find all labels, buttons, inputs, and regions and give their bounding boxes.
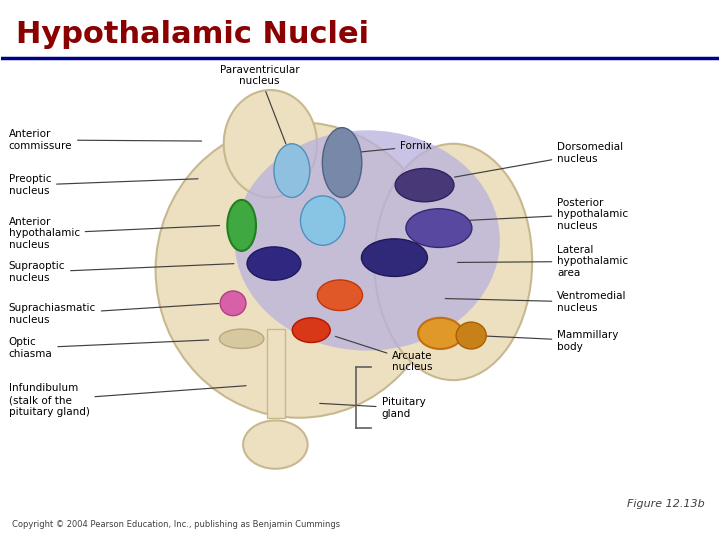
Text: Anterior
commissure: Anterior commissure [9,129,202,151]
Text: Paraventricular
nucleus: Paraventricular nucleus [220,65,300,144]
Ellipse shape [220,291,246,316]
Ellipse shape [300,196,345,245]
Ellipse shape [292,318,330,342]
Ellipse shape [156,122,443,418]
Ellipse shape [456,322,486,349]
Text: Hypothalamic Nuclei: Hypothalamic Nuclei [16,20,369,49]
Text: Mammillary
body: Mammillary body [477,330,618,352]
Text: Dorsomedial
nucleus: Dorsomedial nucleus [454,142,624,177]
Ellipse shape [235,130,500,350]
Text: Copyright © 2004 Pearson Education, Inc., publishing as Benjamin Cummings: Copyright © 2004 Pearson Education, Inc.… [12,520,341,529]
Text: Posterior
hypothalamic
nucleus: Posterior hypothalamic nucleus [467,198,629,231]
Ellipse shape [406,209,472,247]
Text: Suprachiasmatic
nucleus: Suprachiasmatic nucleus [9,303,219,325]
Ellipse shape [323,127,361,198]
Ellipse shape [220,329,264,348]
Ellipse shape [374,144,532,380]
Text: Preoptic
nucleus: Preoptic nucleus [9,174,198,196]
Ellipse shape [243,421,307,469]
Text: Figure 12.13b: Figure 12.13b [626,499,704,509]
Text: Infundibulum
(stalk of the
pituitary gland): Infundibulum (stalk of the pituitary gla… [9,383,246,416]
Text: Optic
chiasma: Optic chiasma [9,337,209,359]
Polygon shape [267,329,284,418]
Ellipse shape [228,200,256,251]
Text: Pituitary
gland: Pituitary gland [320,397,426,419]
Ellipse shape [361,239,428,276]
Ellipse shape [318,280,362,310]
Ellipse shape [224,90,317,198]
Text: Fornix: Fornix [354,141,432,153]
Ellipse shape [395,168,454,202]
Text: Anterior
hypothalamic
nucleus: Anterior hypothalamic nucleus [9,217,220,250]
Text: Supraoptic
nucleus: Supraoptic nucleus [9,261,234,283]
Ellipse shape [418,318,462,349]
Text: Lateral
hypothalamic
area: Lateral hypothalamic area [457,245,629,278]
Text: Arcuate
nucleus: Arcuate nucleus [336,336,433,372]
Ellipse shape [274,144,310,198]
Text: Ventromedial
nucleus: Ventromedial nucleus [445,292,626,313]
Ellipse shape [247,247,301,280]
